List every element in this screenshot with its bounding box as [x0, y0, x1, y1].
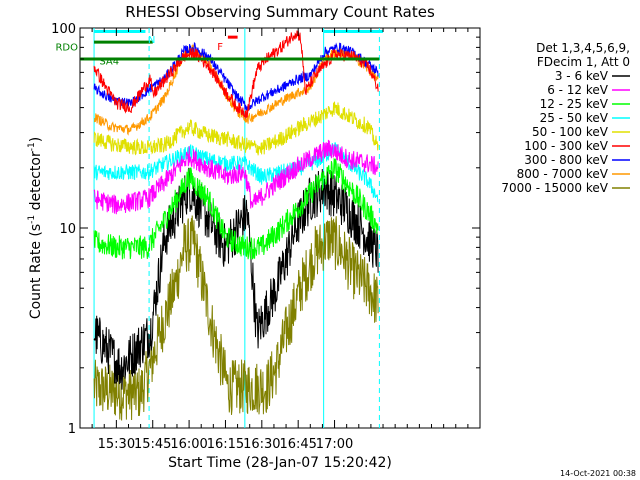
- x-tick-label: 17:00: [316, 437, 353, 452]
- legend: Det 1,3,4,5,6,9, FDecim 1, Att 0 3 - 6 k…: [501, 41, 630, 195]
- y-axis-label: Count Rate (s-1 detector-1): [27, 137, 44, 319]
- series-line-7000-15000-kev: [93, 215, 379, 421]
- legend-entry-label: 50 - 100 keV: [532, 125, 609, 139]
- flag-layer: N F RDO SA4: [55, 30, 384, 67]
- series-layer: [93, 30, 379, 421]
- y-axis-label-end: ): [28, 137, 44, 142]
- y-tick-label: 1: [68, 422, 76, 437]
- x-axis-label: Start Time (28-Jan-07 15:20:42): [168, 455, 392, 471]
- legend-entry-label: 100 - 300 keV: [524, 139, 608, 153]
- x-tick-label: 16:00: [170, 437, 207, 452]
- legend-entry-label: 25 - 50 keV: [540, 111, 609, 125]
- chart-title: RHESSI Observing Summary Count Rates: [125, 3, 435, 21]
- y-tick-label: 100: [51, 22, 76, 37]
- series-line-6-12-kev: [93, 139, 379, 215]
- plot-area: N F RDO SA4 1 10 100 15:3015:4516:0016:1516:3…: [51, 22, 481, 452]
- legend-entry-label: 800 - 7000 keV: [517, 167, 609, 181]
- legend-entry-label: 3 - 6 keV: [555, 69, 609, 83]
- footer-date: 14-Oct-2021 00:38: [560, 469, 636, 478]
- legend-entry-label: 12 - 25 keV: [540, 97, 609, 111]
- y-axis-label-mid: detector: [28, 151, 44, 215]
- legend-entry-label: 300 - 800 keV: [524, 153, 608, 167]
- series-line-3-6-kev: [93, 167, 379, 390]
- x-tick-label: 16:45: [279, 437, 316, 452]
- legend-title-line-1: Det 1,3,4,5,6,9,: [536, 41, 630, 55]
- flag-label: SA4: [99, 56, 119, 67]
- series-line-50-100-kev: [93, 101, 379, 156]
- legend-entry-label: 7000 - 15000 keV: [501, 181, 608, 195]
- y-tick-label: 10: [59, 222, 76, 237]
- series-line-100-300-kev: [93, 30, 379, 120]
- flag-label: RDO: [55, 42, 78, 53]
- x-tick-label: 15:30: [98, 437, 135, 452]
- flag-label: F: [217, 42, 223, 53]
- series-line-12-25-kev: [93, 157, 379, 260]
- x-tick-label: 16:30: [243, 437, 280, 452]
- y-axis-label-sup1: -1: [27, 215, 37, 224]
- x-tick-label: 16:15: [207, 437, 244, 452]
- legend-entry-label: 6 - 12 keV: [547, 83, 609, 97]
- x-tick-label: 15:45: [134, 437, 171, 452]
- flag-label: N: [148, 35, 155, 46]
- y-axis-ticks: 1 10 100: [51, 22, 480, 437]
- legend-title-line-2: FDecim 1, Att 0: [537, 55, 630, 69]
- y-axis-label-main: Count Rate (s: [28, 224, 44, 319]
- y-axis-label-sup2: -1: [27, 142, 37, 151]
